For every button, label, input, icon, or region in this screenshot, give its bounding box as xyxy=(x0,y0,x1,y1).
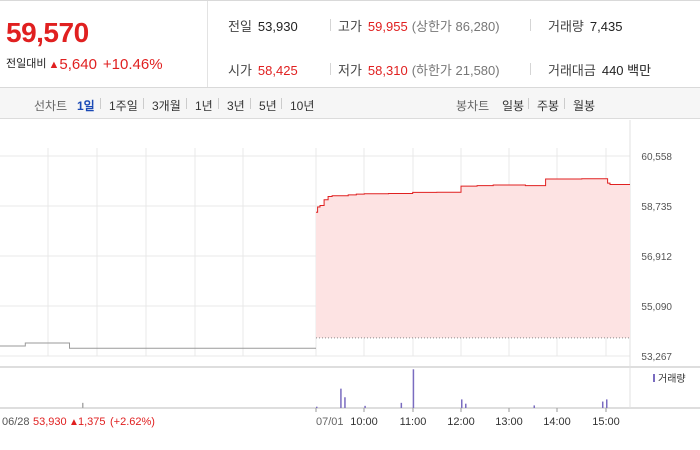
volume-bar xyxy=(412,369,415,408)
volume-legend-swatch xyxy=(653,374,655,382)
day-high: 고가 59,955 (상한가 86,280) xyxy=(338,19,500,34)
divider xyxy=(330,19,331,31)
volume-bar xyxy=(606,399,608,408)
prev-day-date: 06/28 xyxy=(2,416,30,428)
period-1y[interactable]: 1년 xyxy=(195,99,213,113)
volume-bar xyxy=(316,406,318,408)
period-1w[interactable]: 1주일 xyxy=(109,99,138,113)
divider xyxy=(330,63,331,75)
period-1d[interactable]: 1일 xyxy=(77,99,95,113)
price-chart-svg[interactable]: 60,558 58,735 56,912 55,090 53,267 07/01 10:0… xyxy=(0,120,700,450)
volume-bar xyxy=(533,405,535,408)
volume-bar xyxy=(461,399,463,408)
divider xyxy=(530,63,531,75)
current-price-box: 59,570 전일대비 ▲5,640 +10.46% xyxy=(0,1,208,87)
x-tick-label: 15:00 xyxy=(592,416,620,428)
current-price: 59,570 xyxy=(6,17,89,48)
prev-close: 전일 53,930 xyxy=(228,19,298,34)
open-price: 시가 58,425 xyxy=(228,63,298,78)
y-tick-label: 53,267 xyxy=(641,352,672,363)
y-tick-label: 58,735 xyxy=(641,202,672,213)
upper-limit: (상한가 86,280) xyxy=(411,19,500,34)
volume-bar xyxy=(82,402,84,408)
prev-day-up-icon: ▲ xyxy=(69,417,79,428)
prev-day-change: 1,375 xyxy=(78,416,106,428)
volume-bar xyxy=(465,403,467,408)
day-low: 저가 58,310 (하한가 21,580) xyxy=(338,63,500,78)
change-percent: +10.46% xyxy=(102,56,163,73)
x-tick-label: 13:00 xyxy=(495,416,523,428)
chart-toolbar: 선차트 1일 1주일 3개월 1년 3년 5년 10년 봉차트 일봉 주봉 월봉 xyxy=(0,88,700,119)
prev-day-close: 53,930 xyxy=(33,416,67,428)
candle-chart-label: 봉차트 xyxy=(456,99,490,113)
up-triangle-icon: ▲ xyxy=(48,59,60,71)
prev-day-line xyxy=(0,342,316,349)
period-10y[interactable]: 10년 xyxy=(290,99,315,113)
y-tick-label: 60,558 xyxy=(641,152,672,163)
price-change: 전일대비 ▲5,640 +10.46% xyxy=(6,55,163,73)
lower-limit: (하한가 21,580) xyxy=(411,63,500,78)
intraday-area xyxy=(316,178,630,338)
prev-day-pct: (+2.62%) xyxy=(110,416,155,428)
volume-bar xyxy=(340,388,342,408)
change-label: 전일대비 xyxy=(6,58,47,70)
line-chart-label: 선차트 xyxy=(34,99,68,113)
period-3m[interactable]: 3개월 xyxy=(152,99,181,113)
intraday-chart[interactable]: 60,558 58,735 56,912 55,090 53,267 07/01 10:0… xyxy=(0,120,700,450)
x-tick-label: 11:00 xyxy=(400,416,427,428)
y-tick-label: 55,090 xyxy=(641,302,672,313)
x-tick-label: 14:00 xyxy=(543,416,571,428)
candle-weekly[interactable]: 주봉 xyxy=(537,99,560,113)
candle-daily[interactable]: 일봉 xyxy=(502,99,525,113)
volume-bar xyxy=(364,405,366,408)
divider xyxy=(530,19,531,31)
trade-amount: 거래대금 440 백만 xyxy=(548,63,652,78)
candle-monthly[interactable]: 월봉 xyxy=(573,99,596,113)
y-tick-label: 56,912 xyxy=(641,252,672,263)
intraday-price-line xyxy=(316,178,630,213)
price-summary: 59,570 전일대비 ▲5,640 +10.46% 전일 53,930 고가 59,9… xyxy=(0,0,700,88)
change-value: 5,640 xyxy=(59,56,97,73)
period-5y[interactable]: 5년 xyxy=(259,99,277,113)
volume-bar xyxy=(344,397,346,408)
x-tick-label: 12:00 xyxy=(447,416,475,428)
volume-bar xyxy=(400,402,403,408)
volume-legend-label: 거래량 xyxy=(658,373,686,385)
volume-bar xyxy=(601,401,604,408)
period-3y[interactable]: 3년 xyxy=(227,99,245,113)
x-tick-label: 10:00 xyxy=(350,416,378,428)
x-tick-label: 07/01 xyxy=(316,416,344,428)
volume: 거래량 7,435 xyxy=(548,19,623,34)
